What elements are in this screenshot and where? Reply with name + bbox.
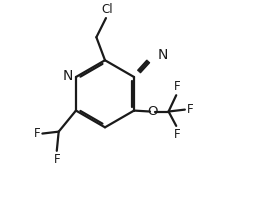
Text: F: F	[174, 128, 180, 141]
Text: F: F	[54, 153, 60, 166]
Text: F: F	[187, 103, 193, 116]
Text: Cl: Cl	[101, 3, 113, 16]
Text: N: N	[157, 48, 168, 62]
Text: F: F	[174, 80, 180, 93]
Text: O: O	[147, 105, 157, 118]
Text: F: F	[34, 127, 40, 140]
Text: N: N	[62, 69, 73, 83]
